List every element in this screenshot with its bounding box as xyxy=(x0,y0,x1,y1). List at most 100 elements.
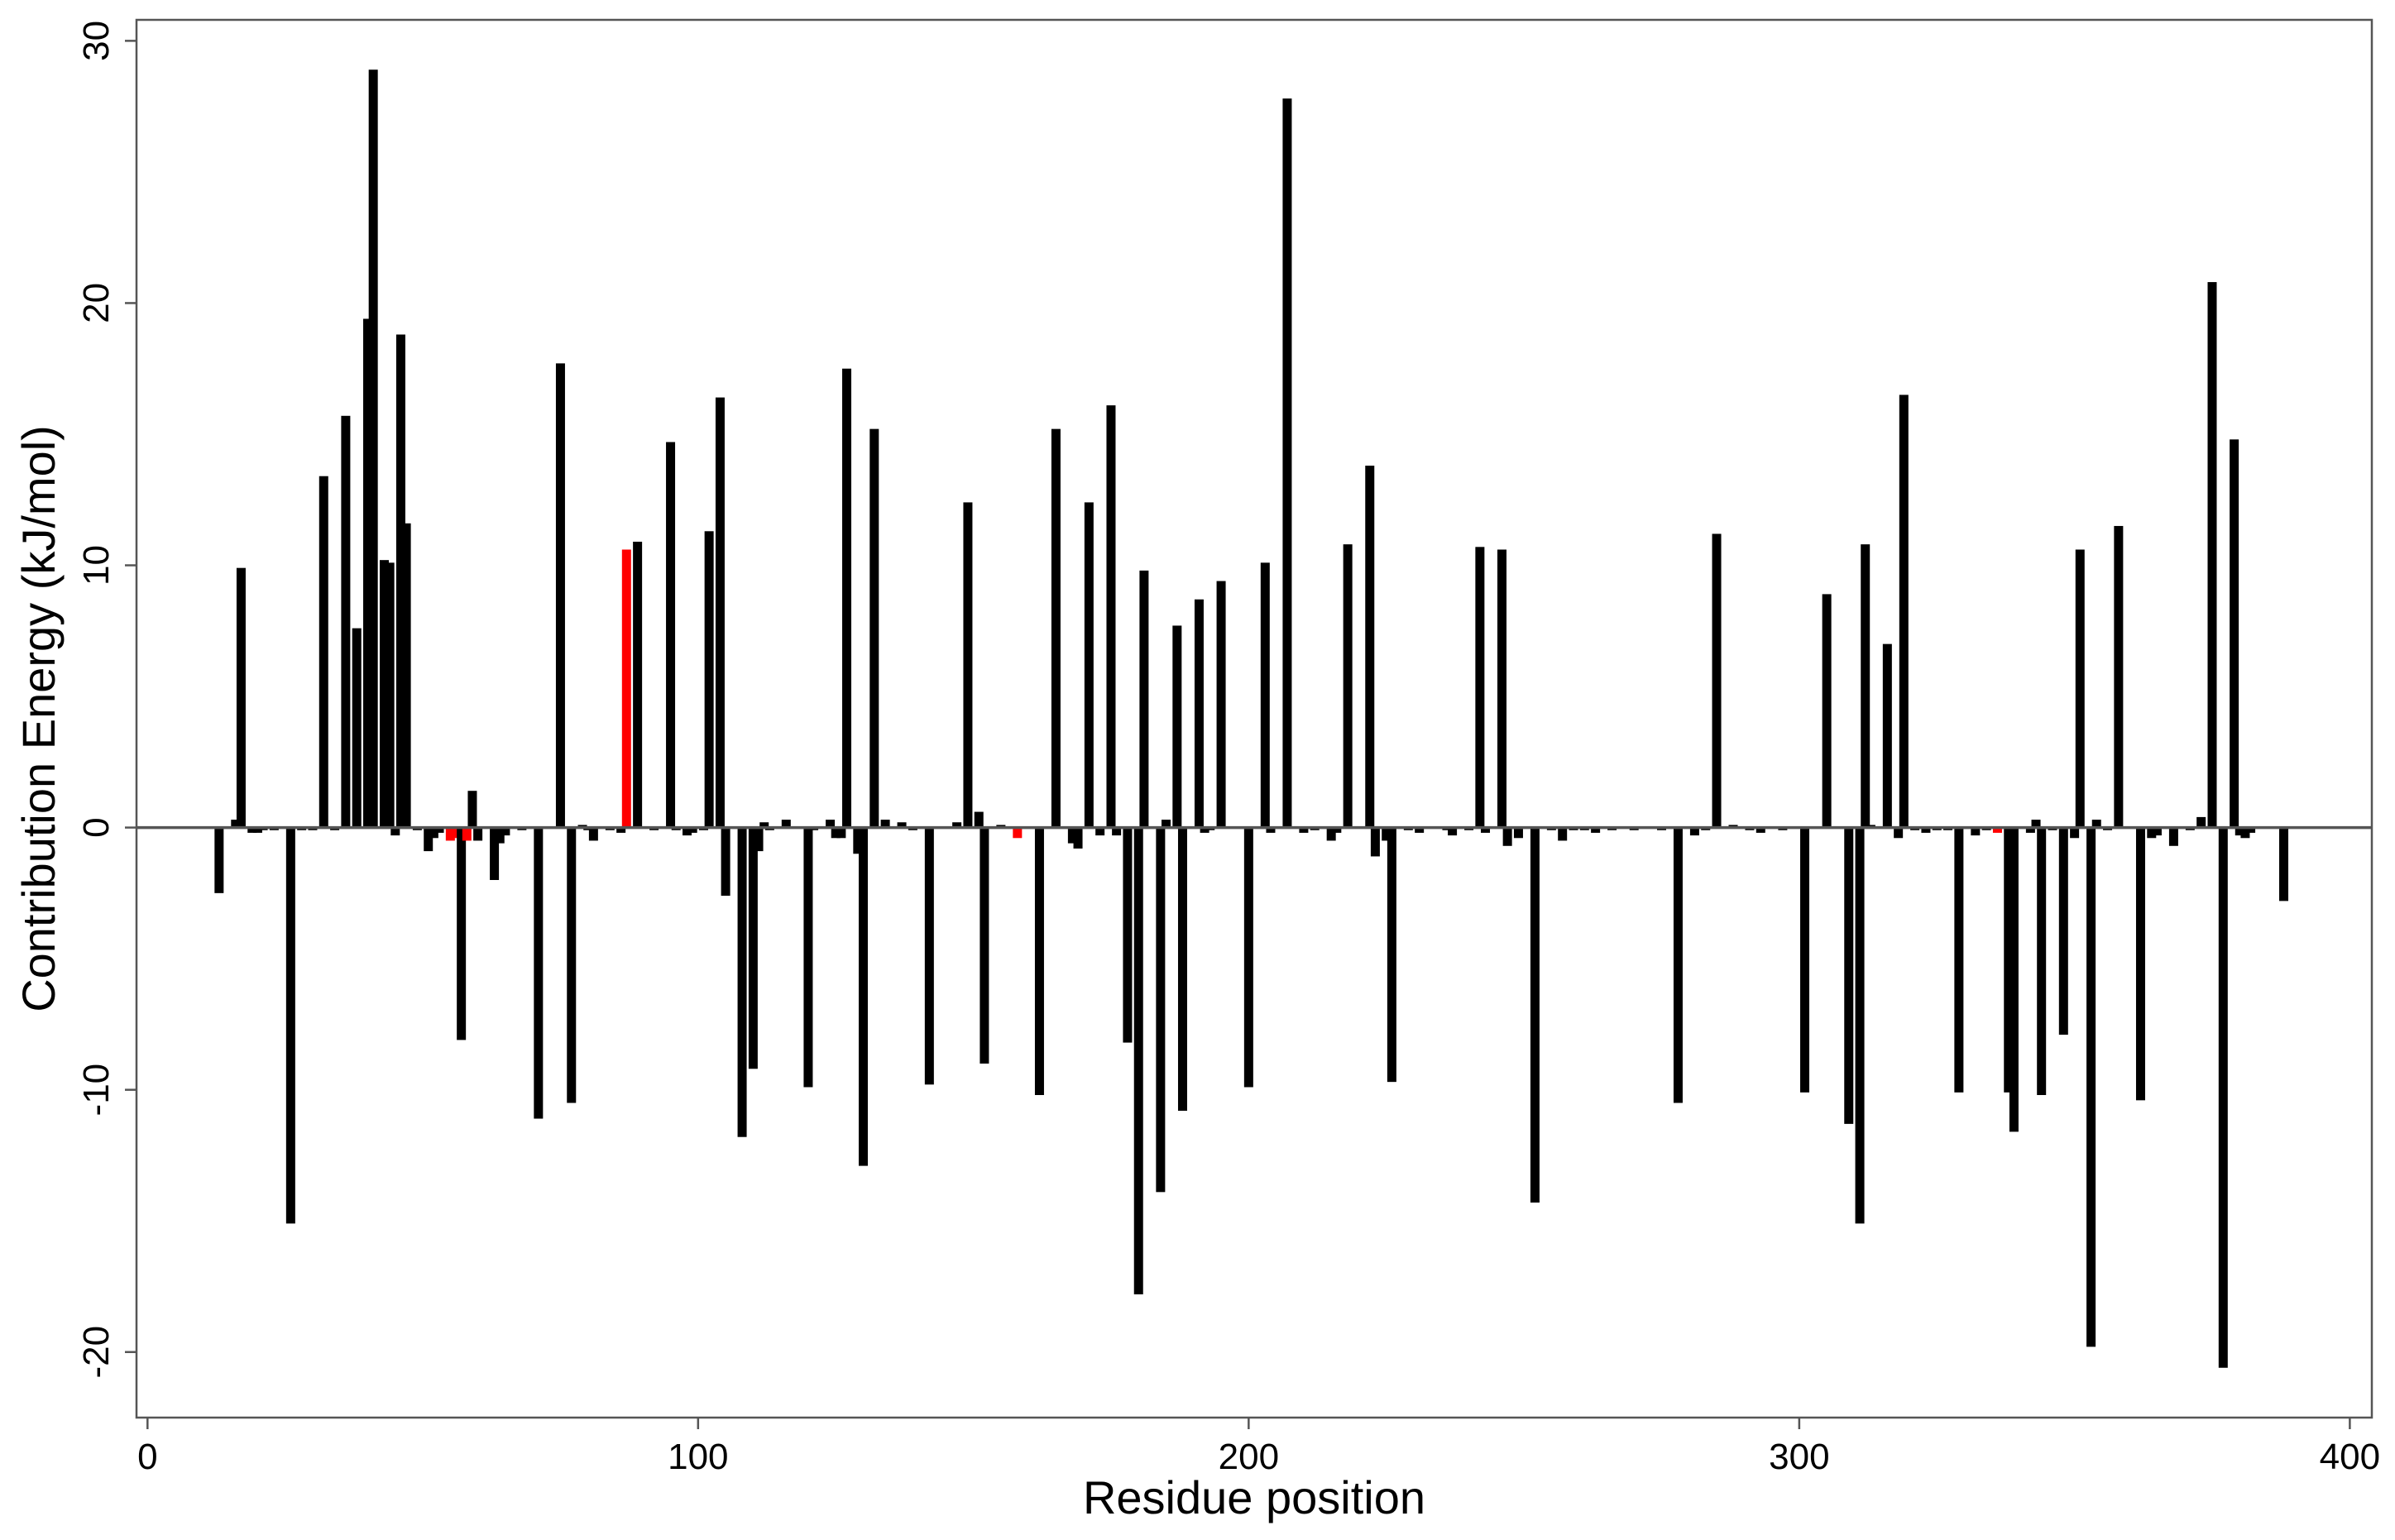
bar xyxy=(952,822,962,828)
bar xyxy=(721,827,730,897)
bar xyxy=(1844,827,1854,1124)
bar xyxy=(748,827,758,1069)
bar xyxy=(379,560,389,828)
x-tick-label: 400 xyxy=(2320,1437,2380,1477)
y-tick-label: 0 xyxy=(76,817,117,837)
bar xyxy=(1365,466,1375,828)
bar xyxy=(2218,827,2228,1368)
bars-group xyxy=(214,69,2289,1368)
bar xyxy=(2196,816,2206,828)
bar xyxy=(2235,827,2244,836)
bar xyxy=(1822,594,1832,828)
x-axis: 0 100 200 300 400 xyxy=(137,1418,2380,1477)
bar xyxy=(1530,827,1540,1203)
bar xyxy=(1095,827,1105,836)
bar xyxy=(842,368,852,828)
bar xyxy=(1861,544,1870,828)
bar xyxy=(781,820,791,828)
bar xyxy=(1855,827,1865,1224)
bar xyxy=(1343,544,1353,828)
bar xyxy=(2246,827,2256,833)
bar xyxy=(1558,827,1568,841)
bar xyxy=(1084,502,1094,828)
bar xyxy=(1299,827,1309,833)
bar xyxy=(319,476,328,828)
bar xyxy=(963,502,973,828)
bar xyxy=(1133,827,1143,1294)
bar xyxy=(1475,547,1485,828)
bar xyxy=(2058,827,2068,1035)
bar xyxy=(385,562,395,828)
x-tick-label: 300 xyxy=(1769,1437,1829,1477)
bar xyxy=(683,827,692,836)
bar xyxy=(495,827,505,844)
y-tick-label: -20 xyxy=(76,1326,117,1379)
bar xyxy=(1448,827,1458,836)
bar xyxy=(1513,827,1523,839)
bar xyxy=(2025,827,2035,833)
bar xyxy=(588,827,598,841)
bar xyxy=(429,827,438,839)
bar xyxy=(395,334,405,828)
bar xyxy=(1194,599,1204,828)
bar xyxy=(1954,827,1964,1093)
y-tick-label: 30 xyxy=(76,21,117,61)
bar xyxy=(555,363,565,828)
bar xyxy=(2114,525,2124,828)
bar xyxy=(341,415,351,828)
bar-highlight xyxy=(462,827,472,841)
bar xyxy=(2152,827,2162,836)
bar xyxy=(826,820,836,828)
bar xyxy=(666,442,676,828)
bar-highlight xyxy=(1992,827,2002,833)
bar xyxy=(1894,827,1904,839)
x-tick-label: 100 xyxy=(668,1437,728,1477)
bar xyxy=(1162,820,1171,828)
bar xyxy=(1282,98,1292,828)
bar xyxy=(1051,428,1061,828)
bar xyxy=(2230,439,2239,828)
bar xyxy=(1266,827,1276,833)
bar xyxy=(831,827,841,839)
bar xyxy=(1156,827,1166,1193)
bar xyxy=(352,628,362,828)
bar xyxy=(754,827,764,852)
bar xyxy=(897,822,907,828)
bar xyxy=(467,791,477,828)
bar-highlight xyxy=(451,827,461,839)
bar xyxy=(715,397,725,828)
bar xyxy=(1332,827,1342,833)
bar xyxy=(1882,643,1892,828)
bar xyxy=(1800,827,1810,1093)
bar xyxy=(1591,827,1601,833)
bar xyxy=(858,827,868,1166)
bar xyxy=(1200,827,1209,833)
bar xyxy=(1415,827,1425,833)
bar xyxy=(473,827,483,841)
bar xyxy=(2279,827,2289,902)
y-tick-label: 20 xyxy=(76,283,117,323)
bar xyxy=(1756,827,1765,833)
bar xyxy=(737,827,747,1137)
y-tick-label: 10 xyxy=(76,545,117,586)
bar xyxy=(1712,533,1722,828)
bar-highlight xyxy=(445,827,455,841)
bar xyxy=(2031,820,2041,828)
bar xyxy=(980,827,989,1064)
bar xyxy=(924,827,934,1085)
x-tick-label: 200 xyxy=(1219,1437,1279,1477)
x-tick-label: 0 xyxy=(137,1437,157,1477)
bar xyxy=(974,811,984,828)
x-axis-title: Residue position xyxy=(1083,1471,1425,1523)
bar xyxy=(1139,570,1149,828)
bar xyxy=(616,827,626,833)
bar xyxy=(1382,827,1391,841)
bar xyxy=(252,827,262,833)
bar xyxy=(869,428,879,828)
bar xyxy=(1689,827,1699,836)
bar xyxy=(368,69,378,828)
bar xyxy=(880,820,890,828)
bar xyxy=(501,827,510,836)
bar xyxy=(1971,827,1981,836)
bar xyxy=(853,827,863,854)
